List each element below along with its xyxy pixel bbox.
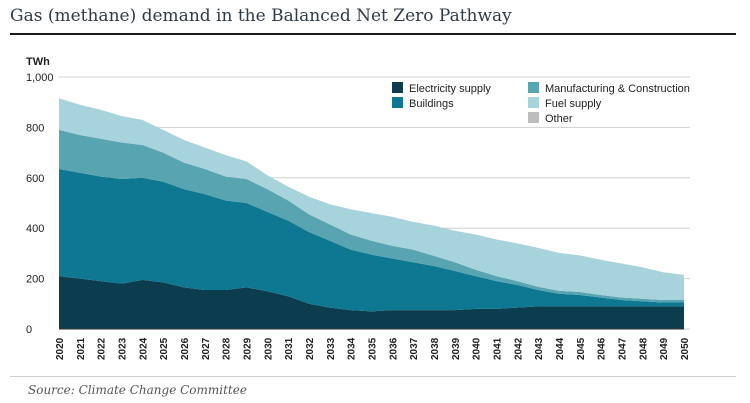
x-tick-label: 2029 — [243, 337, 254, 360]
x-tick-label: 2047 — [618, 337, 629, 360]
x-tick-label: 2036 — [388, 337, 399, 360]
legend-label: Other — [545, 113, 573, 125]
x-tick-label: 2039 — [451, 337, 462, 360]
x-tick-label: 2025 — [159, 337, 170, 360]
x-tick-label: 2033 — [326, 337, 337, 360]
x-tick-label: 2024 — [138, 337, 149, 360]
x-tick-label: 2032 — [305, 337, 316, 360]
legend-item-manufacturing-construction: Manufacturing & Construction — [528, 82, 690, 95]
title-rule — [10, 33, 736, 35]
x-tick-label: 2042 — [513, 337, 524, 360]
y-tick-label: 400 — [26, 223, 44, 235]
legend-label: Electricity supply — [409, 83, 491, 95]
legend-item-other: Other — [528, 112, 573, 125]
area-fuel-supply — [59, 98, 684, 301]
x-tick-label: 2035 — [368, 337, 379, 360]
x-tick-label: 2048 — [638, 337, 649, 360]
legend-swatch — [528, 82, 539, 93]
x-tick-label: 2049 — [659, 337, 670, 360]
x-tick-label: 2031 — [284, 337, 295, 360]
y-axis-unit-label: TWh — [26, 56, 50, 68]
x-tick-label: 2040 — [472, 337, 483, 360]
stacked-areas — [59, 98, 684, 329]
legend-swatch — [528, 97, 539, 108]
x-tick-label: 2045 — [576, 337, 587, 360]
legend-item-fuel-supply: Fuel supply — [528, 97, 602, 110]
y-tick-label: 1,000 — [26, 72, 54, 84]
x-tick-label: 2043 — [534, 337, 545, 360]
y-tick-label: 600 — [26, 173, 44, 185]
y-tick-label: 0 — [26, 324, 32, 336]
x-tick-label: 2027 — [201, 337, 212, 360]
x-tick-label: 2028 — [222, 337, 233, 360]
x-tick-label: 2023 — [118, 337, 129, 360]
axes: TWh 0 200 400 600 800 1,000 2020 2021 2022 2023 202… — [26, 56, 691, 360]
x-tick-label: 2026 — [180, 337, 191, 360]
x-tick-label: 2022 — [97, 337, 108, 360]
legend: Electricity supply Buildings Manufacturing… — [392, 82, 690, 125]
x-tick-label: 2038 — [430, 337, 441, 360]
x-tick-label: 2037 — [409, 337, 420, 360]
source-note: Source: Climate Change Committee — [28, 383, 247, 397]
legend-item-electricity-supply: Electricity supply — [392, 82, 491, 95]
x-tick-label: 2020 — [55, 337, 66, 360]
area-electricity-supply — [59, 276, 684, 329]
chart-title: Gas (methane) demand in the Balanced Net… — [10, 6, 512, 26]
x-tick-label: 2050 — [680, 337, 691, 360]
y-tick-label: 800 — [26, 122, 44, 134]
legend-label: Manufacturing & Construction — [545, 83, 690, 95]
area-buildings — [59, 168, 684, 312]
legend-swatch — [392, 82, 403, 93]
x-tick-label: 2021 — [76, 337, 87, 360]
legend-swatch — [528, 112, 539, 123]
x-tick-label: 2046 — [597, 337, 608, 360]
y-tick-label: 200 — [26, 274, 44, 286]
x-tick-label: 2044 — [555, 337, 566, 360]
legend-label: Fuel supply — [545, 98, 602, 110]
legend-swatch — [392, 97, 403, 108]
area-manufacturing-construction — [59, 129, 684, 303]
x-tick-label: 2034 — [347, 337, 358, 360]
x-tick-label: 2030 — [263, 337, 274, 360]
legend-item-buildings: Buildings — [392, 97, 454, 110]
legend-label: Buildings — [409, 98, 454, 110]
footer-rule — [10, 376, 736, 377]
x-tick-label: 2041 — [493, 337, 504, 360]
